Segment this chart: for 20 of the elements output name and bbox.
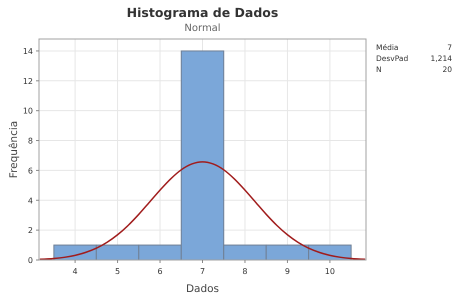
y-tick-label: 2 — [28, 226, 33, 236]
chart-subtitle: Normal — [184, 23, 221, 34]
y-tick-label: 0 — [28, 256, 33, 265]
x-tick-label: 5 — [115, 267, 120, 276]
y-tick-label: 14 — [22, 46, 33, 56]
y-axis-title: Frequência — [8, 120, 20, 178]
x-tick-label: 7 — [200, 267, 206, 276]
x-tick-label: 8 — [242, 267, 248, 276]
x-tick-label: 9 — [284, 267, 290, 276]
chart-title: Histograma de Dados — [126, 5, 278, 20]
x-tick-label: 6 — [157, 267, 163, 276]
x-axis-title: Dados — [186, 283, 220, 295]
x-tick-label: 10 — [324, 267, 335, 276]
line-series — [39, 161, 366, 260]
y-tick-label: 12 — [22, 76, 33, 86]
y-tick-label: 6 — [28, 166, 33, 176]
y-tick-label: 4 — [28, 196, 33, 206]
y-tick-label: 10 — [22, 106, 33, 116]
y-tick-label: 8 — [28, 136, 33, 146]
x-tick-label: 4 — [72, 267, 78, 276]
